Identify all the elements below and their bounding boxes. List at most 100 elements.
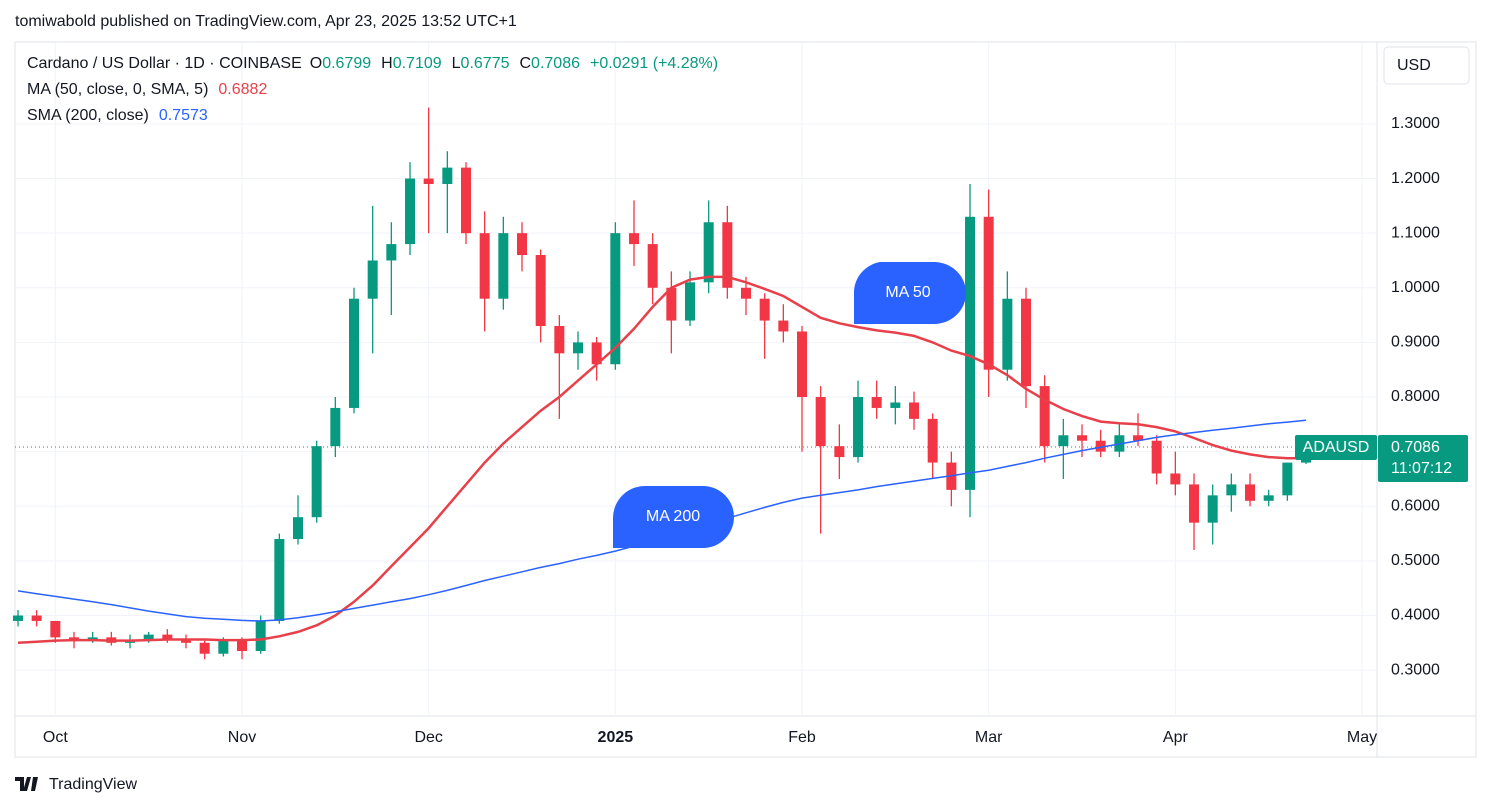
candle-body: [255, 620, 266, 652]
candle-body: [479, 233, 490, 299]
candle-body: [610, 233, 621, 365]
x-tick-label: Oct: [43, 729, 68, 746]
candle-body: [13, 615, 23, 621]
candle-body: [778, 320, 789, 332]
y-tick-label: 0.5000: [1391, 552, 1440, 569]
candle-body: [181, 640, 192, 643]
ma200-annotation: MA 200: [613, 486, 734, 548]
ma50-annotation: MA 50: [854, 262, 966, 324]
candle-body: [405, 178, 416, 245]
legend-name: SMA (200, close): [27, 107, 149, 124]
candle-body: [1151, 440, 1162, 474]
y-tick-label: 0.4000: [1391, 607, 1440, 624]
candle-body: [1021, 298, 1032, 387]
y-tick-label: 0.9000: [1391, 334, 1440, 351]
ohlc-letter: L: [452, 55, 461, 72]
symbol-tag: [1295, 434, 1377, 460]
candle-body: [31, 615, 42, 621]
ohlc-letter: C: [519, 55, 531, 72]
candle-body: [87, 637, 98, 641]
x-tick-label: 2025: [598, 729, 634, 746]
byline: tomiwabold published on TradingView.com,…: [15, 13, 517, 30]
x-tick-label: Nov: [228, 729, 256, 746]
candle-body: [815, 397, 826, 447]
y-tick-label: 0.8000: [1391, 388, 1440, 405]
candle-body: [722, 222, 733, 288]
y-tick-label: 1.1000: [1391, 224, 1440, 241]
candle-body: [535, 255, 546, 327]
candle-body: [1189, 484, 1200, 523]
candle-body: [741, 287, 752, 299]
candle-body: [311, 446, 322, 518]
candle-body: [834, 446, 845, 458]
candle-body: [386, 244, 397, 261]
price-tag: ADAUSD 0.7086 11:07:12: [1295, 434, 1468, 482]
candle-body: [517, 233, 528, 256]
candle-body: [50, 620, 61, 638]
footer: TradingView: [49, 776, 137, 793]
candle-body: [1133, 435, 1144, 441]
candle-body: [1002, 298, 1013, 370]
candle-body: [237, 640, 248, 652]
symbol: Cardano / US Dollar · 1D · COINBASE: [27, 55, 302, 72]
currency-button[interactable]: [1383, 46, 1470, 85]
candle-body: [1207, 495, 1218, 523]
candle-body: [1263, 495, 1274, 501]
candle-body: [461, 167, 472, 234]
y-tick-label: 0.3000: [1391, 661, 1440, 678]
ohlc-letter: H: [381, 55, 393, 72]
candle-body: [983, 216, 994, 370]
candle-body: [759, 298, 770, 321]
candle-body: [1095, 440, 1106, 452]
candle-body: [1226, 484, 1237, 496]
candle-body: [666, 287, 677, 321]
change: +0.0291 (+4.28%): [590, 55, 718, 72]
candle-body: [965, 216, 976, 490]
candle-body: [498, 233, 509, 299]
candle-body: [591, 342, 602, 365]
candle-body: [367, 260, 378, 299]
candle-body: [162, 634, 173, 641]
legend-sma200: SMA (200, close) 0.7573: [27, 107, 208, 124]
candle-body: [330, 407, 341, 447]
candle-body: [1245, 484, 1256, 501]
legend-name: MA (50, close, 0, SMA, 5): [27, 81, 208, 98]
countdown: 11:07:12: [1391, 460, 1452, 477]
annotation: MA 50: [885, 284, 930, 301]
legend-value: 0.6882: [218, 81, 267, 98]
logo: TradingView: [15, 776, 137, 793]
candle-body: [871, 397, 882, 408]
legend-ohlc: Cardano / US Dollar · 1D · COINBASE O0.67…: [27, 55, 718, 72]
candle-body: [69, 637, 80, 641]
candle-body: [554, 326, 565, 354]
candle-body: [218, 640, 229, 654]
candle-body: [199, 642, 210, 654]
symbol-label: ADAUSD: [1303, 439, 1370, 456]
currency: USD: [1397, 57, 1431, 74]
candle-body: [685, 282, 696, 321]
ohlc-value: 0.6775: [461, 55, 510, 72]
ohlc-value: 0.7086: [531, 55, 580, 72]
ohlc-letter: O: [310, 55, 322, 72]
x-tick-label: Feb: [788, 729, 816, 746]
price-tag-box: [1378, 434, 1468, 482]
candle-body: [1039, 386, 1050, 447]
candle-body: [293, 517, 304, 540]
x-tick-label: Apr: [1163, 729, 1189, 746]
ohlc-value: 0.6799: [322, 55, 371, 72]
plot: [13, 107, 1377, 660]
candle-body: [890, 402, 901, 408]
candle-body: [1170, 473, 1181, 485]
y-tick-label: 1.2000: [1391, 170, 1440, 187]
chart-frame: [14, 41, 1477, 758]
candle-body: [703, 222, 714, 283]
candle-body: [143, 634, 154, 641]
ohlc-value: 0.7109: [393, 55, 442, 72]
ma-line: [17, 275, 1307, 645]
candle-body: [909, 402, 920, 419]
candle-body: [1058, 435, 1069, 447]
candle-body: [927, 418, 938, 463]
y-tick-label: 1.3000: [1391, 115, 1440, 132]
candle-body: [442, 167, 453, 185]
